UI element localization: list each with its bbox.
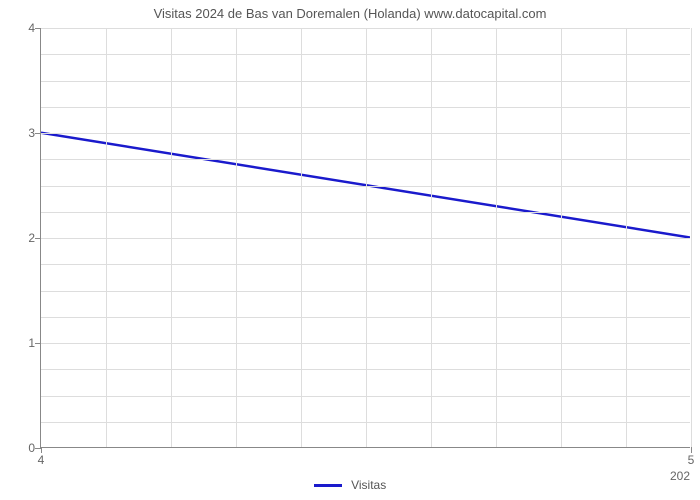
legend-label: Visitas: [351, 478, 386, 492]
grid-line-v: [366, 28, 367, 447]
y-tick-label: 4: [11, 21, 35, 35]
x-tick-label: 4: [38, 453, 45, 467]
grid-line-v: [171, 28, 172, 447]
grid-line-v: [236, 28, 237, 447]
grid-line-v: [301, 28, 302, 447]
chart-title: Visitas 2024 de Bas van Doremalen (Holan…: [0, 6, 700, 21]
grid-line-v: [431, 28, 432, 447]
grid-line-v: [106, 28, 107, 447]
grid-line-v: [626, 28, 627, 447]
legend-swatch: [314, 484, 342, 487]
grid-line-v: [561, 28, 562, 447]
y-tick-label: 0: [11, 441, 35, 455]
legend: Visitas: [0, 477, 700, 492]
grid-line-v: [496, 28, 497, 447]
chart-container: Visitas 2024 de Bas van Doremalen (Holan…: [0, 0, 700, 500]
y-tick-label: 1: [11, 336, 35, 350]
plot-area: 202 0123445: [40, 28, 690, 448]
x-tick-label: 5: [688, 453, 695, 467]
grid-line-v: [691, 28, 692, 447]
y-tick-label: 2: [11, 231, 35, 245]
y-tick-label: 3: [11, 126, 35, 140]
